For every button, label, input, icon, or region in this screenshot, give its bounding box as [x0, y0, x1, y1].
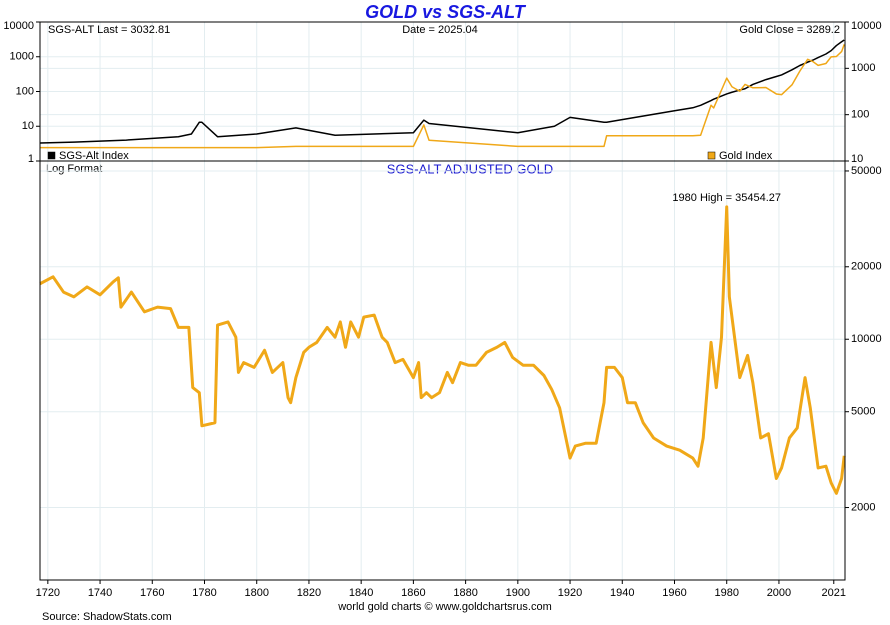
x-tick-label: 1820: [297, 587, 321, 599]
x-tick-label: 1940: [610, 587, 634, 599]
credit: world gold charts © www.goldchartsrus.co…: [337, 601, 552, 613]
y-tick-label: 10: [22, 120, 34, 132]
y-tick-label: 1000: [10, 51, 34, 63]
x-tick-label: 1780: [192, 587, 216, 599]
y-tick-label: 1000: [851, 62, 875, 74]
x-tick-label: 2021: [822, 587, 846, 599]
data-line: [39, 205, 846, 495]
annotation: SGS-ALT Last = 3032.81: [48, 24, 170, 36]
x-tick-label: 1920: [558, 587, 582, 599]
y-tick-label: 2000: [851, 501, 875, 513]
data-line: [39, 39, 845, 144]
plot-frame: [39, 160, 846, 581]
legend-swatch: [47, 151, 56, 160]
annotation: Date = 2025.04: [402, 24, 478, 36]
y-tick-label: 1: [28, 153, 34, 165]
x-tick-label: 1740: [88, 587, 112, 599]
x-tick-label: 1900: [506, 587, 530, 599]
panel-subtitle: Log Format: [46, 163, 102, 175]
x-tick-label: 1960: [662, 587, 686, 599]
annotation: Gold Close = 3289.2: [739, 24, 840, 36]
x-tick-label: 1980: [714, 587, 738, 599]
y-tick-label: 50000: [851, 165, 882, 177]
data-line: [40, 44, 845, 149]
y-tick-label: 10000: [3, 20, 34, 32]
panel-title: SGS-ALT ADJUSTED GOLD: [387, 161, 553, 176]
y-tick-label: 10: [851, 153, 863, 165]
y-tick-label: 100: [16, 85, 34, 97]
source: Source: ShadowStats.com: [42, 611, 172, 623]
x-tick-label: 1720: [36, 587, 60, 599]
legend-label: Gold Index: [719, 150, 773, 162]
y-tick-label: 100: [851, 109, 869, 121]
x-tick-label: 1760: [140, 587, 164, 599]
x-tick-label: 1840: [349, 587, 373, 599]
y-tick-label: 10000: [851, 333, 882, 345]
chart-title: GOLD vs SGS-ALT: [365, 2, 527, 22]
x-tick-label: 2000: [767, 587, 791, 599]
y-tick-label: 20000: [851, 261, 882, 273]
annotation: 1980 High = 35454.27: [672, 192, 781, 204]
legend-swatch: [707, 151, 716, 160]
y-tick-label: 5000: [851, 406, 875, 418]
x-tick-label: 1860: [401, 587, 425, 599]
x-tick-label: 1880: [453, 587, 477, 599]
y-tick-label: 10000: [851, 20, 882, 32]
x-tick-label: 1800: [244, 587, 268, 599]
legend-label: SGS-Alt Index: [59, 150, 129, 162]
